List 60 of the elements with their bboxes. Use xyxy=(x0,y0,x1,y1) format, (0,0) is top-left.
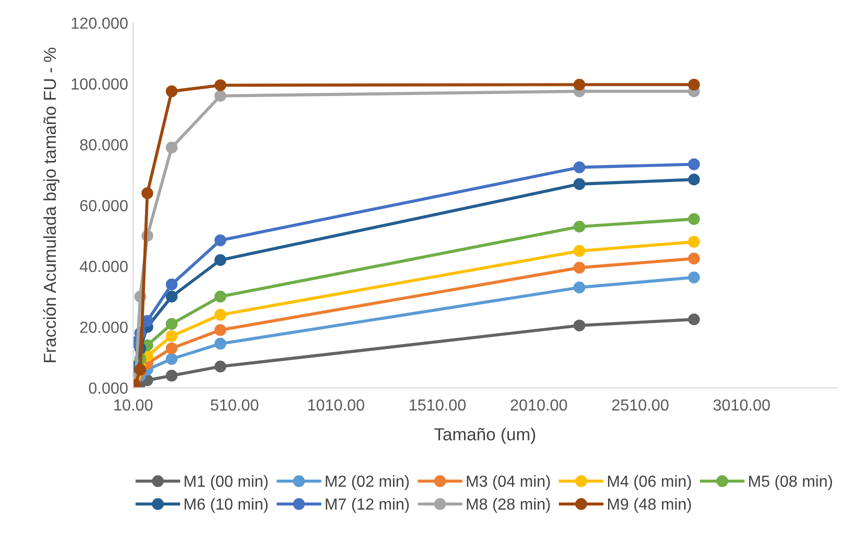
point xyxy=(688,174,700,186)
legend-label: M4 (06 min) xyxy=(608,475,691,490)
point xyxy=(688,78,700,91)
point xyxy=(166,353,178,365)
point xyxy=(166,85,178,98)
point xyxy=(573,320,586,332)
point xyxy=(573,262,586,274)
point xyxy=(573,245,586,257)
y-tick-label: 100.000 xyxy=(72,78,128,90)
point xyxy=(214,90,226,102)
legend-label: M5 (08 min) xyxy=(749,475,832,490)
point xyxy=(688,236,700,248)
x-tick-label: 2510.00 xyxy=(612,399,668,411)
point xyxy=(573,220,586,233)
point xyxy=(688,313,700,326)
point xyxy=(214,234,226,246)
point xyxy=(573,282,586,294)
point xyxy=(688,158,700,170)
x-tick-label: 1510.00 xyxy=(410,399,466,411)
legend-label: M6 (10 min) xyxy=(184,498,268,513)
x-tick-label: 1010.00 xyxy=(308,399,364,411)
legend-label: M9 (48 min) xyxy=(608,498,691,513)
y-tick-label: 40.000 xyxy=(80,260,128,272)
point xyxy=(166,278,178,290)
x-axis-title: Tamaño (um) xyxy=(434,428,536,444)
y-tick-label: 20.000 xyxy=(80,322,128,333)
point xyxy=(214,290,226,302)
x-tick-label: 3010.00 xyxy=(713,399,770,411)
point xyxy=(573,78,586,91)
y-axis-title: Fracción Acumulada bajo tamaño FU - % xyxy=(43,48,60,362)
point xyxy=(141,187,154,200)
legend-label: M1 (00 min) xyxy=(184,475,268,490)
point xyxy=(688,272,700,284)
point xyxy=(688,213,700,225)
point xyxy=(214,324,226,336)
x-tick-label: 510.00 xyxy=(210,399,258,411)
point xyxy=(214,308,226,321)
x-tick-label: 2010.00 xyxy=(510,399,568,411)
point xyxy=(166,318,178,330)
point xyxy=(214,338,226,350)
point xyxy=(166,330,178,342)
legend-label: M3 (04 min) xyxy=(466,475,550,490)
y-tick-label: 120.000 xyxy=(72,18,128,29)
point xyxy=(166,142,178,154)
point xyxy=(166,342,178,354)
y-tick-label: 0.000 xyxy=(88,382,128,394)
point xyxy=(573,161,586,174)
point xyxy=(166,290,178,302)
point xyxy=(166,370,178,382)
point xyxy=(214,79,226,92)
legend-label: M2 (02 min) xyxy=(326,475,409,490)
y-tick-label: 80.000 xyxy=(80,139,128,150)
point xyxy=(214,254,226,266)
point xyxy=(688,252,700,264)
point xyxy=(573,178,586,190)
point xyxy=(214,360,226,372)
legend-label: M8 (28 min) xyxy=(466,498,550,513)
legend-label: M7 (12 min) xyxy=(326,498,409,513)
x-tick-label: 10.00 xyxy=(114,399,152,411)
y-tick-label: 60.000 xyxy=(80,200,128,212)
